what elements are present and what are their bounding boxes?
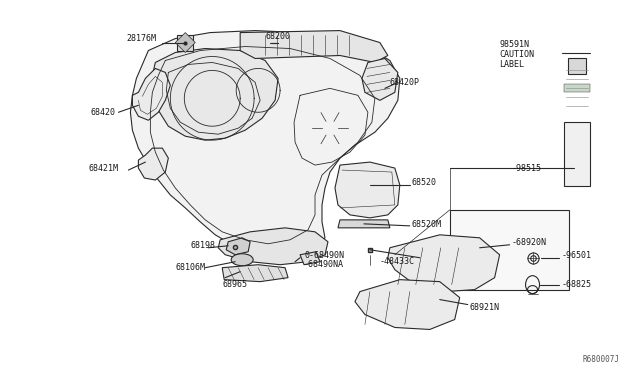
Text: 0-68490N: 0-68490N [304,251,344,260]
Text: CAUTION: CAUTION [500,50,534,59]
Polygon shape [362,58,398,100]
Text: 68921N: 68921N [470,303,500,312]
Bar [564,122,591,186]
Polygon shape [240,31,388,62]
Text: 28176M: 28176M [127,34,156,43]
Polygon shape [388,235,500,292]
Polygon shape [226,238,250,255]
Text: 68965: 68965 [222,280,247,289]
Text: -68825: -68825 [561,280,591,289]
Polygon shape [355,280,460,330]
Text: LABEL: LABEL [500,60,525,69]
Text: 68421M: 68421M [88,164,118,173]
Polygon shape [138,148,168,180]
Polygon shape [177,35,193,51]
Text: 68420: 68420 [90,108,115,117]
Polygon shape [222,265,288,282]
Text: 68420P: 68420P [390,78,420,87]
Text: -98515: -98515 [511,164,541,173]
Text: 68198: 68198 [190,241,215,250]
Text: -96501: -96501 [561,251,591,260]
Polygon shape [132,68,170,120]
Text: 68106M: 68106M [175,263,205,272]
Text: 68200: 68200 [265,32,290,41]
Text: -68490NA: -68490NA [304,260,344,269]
Ellipse shape [231,254,253,266]
Bar [568,58,586,74]
Polygon shape [335,162,400,218]
Polygon shape [218,228,328,265]
Polygon shape [300,252,320,265]
Polygon shape [175,33,195,52]
Polygon shape [152,48,278,140]
Polygon shape [338,220,390,228]
Bar [450,210,570,290]
Polygon shape [131,31,400,258]
Text: -68920N: -68920N [511,238,547,247]
Text: R680007J: R680007J [582,355,620,364]
Bar [564,84,591,92]
Text: 68520: 68520 [412,177,437,186]
Text: -48433C: -48433C [380,257,415,266]
Text: 68520M: 68520M [412,220,442,230]
Text: 98591N: 98591N [500,40,530,49]
